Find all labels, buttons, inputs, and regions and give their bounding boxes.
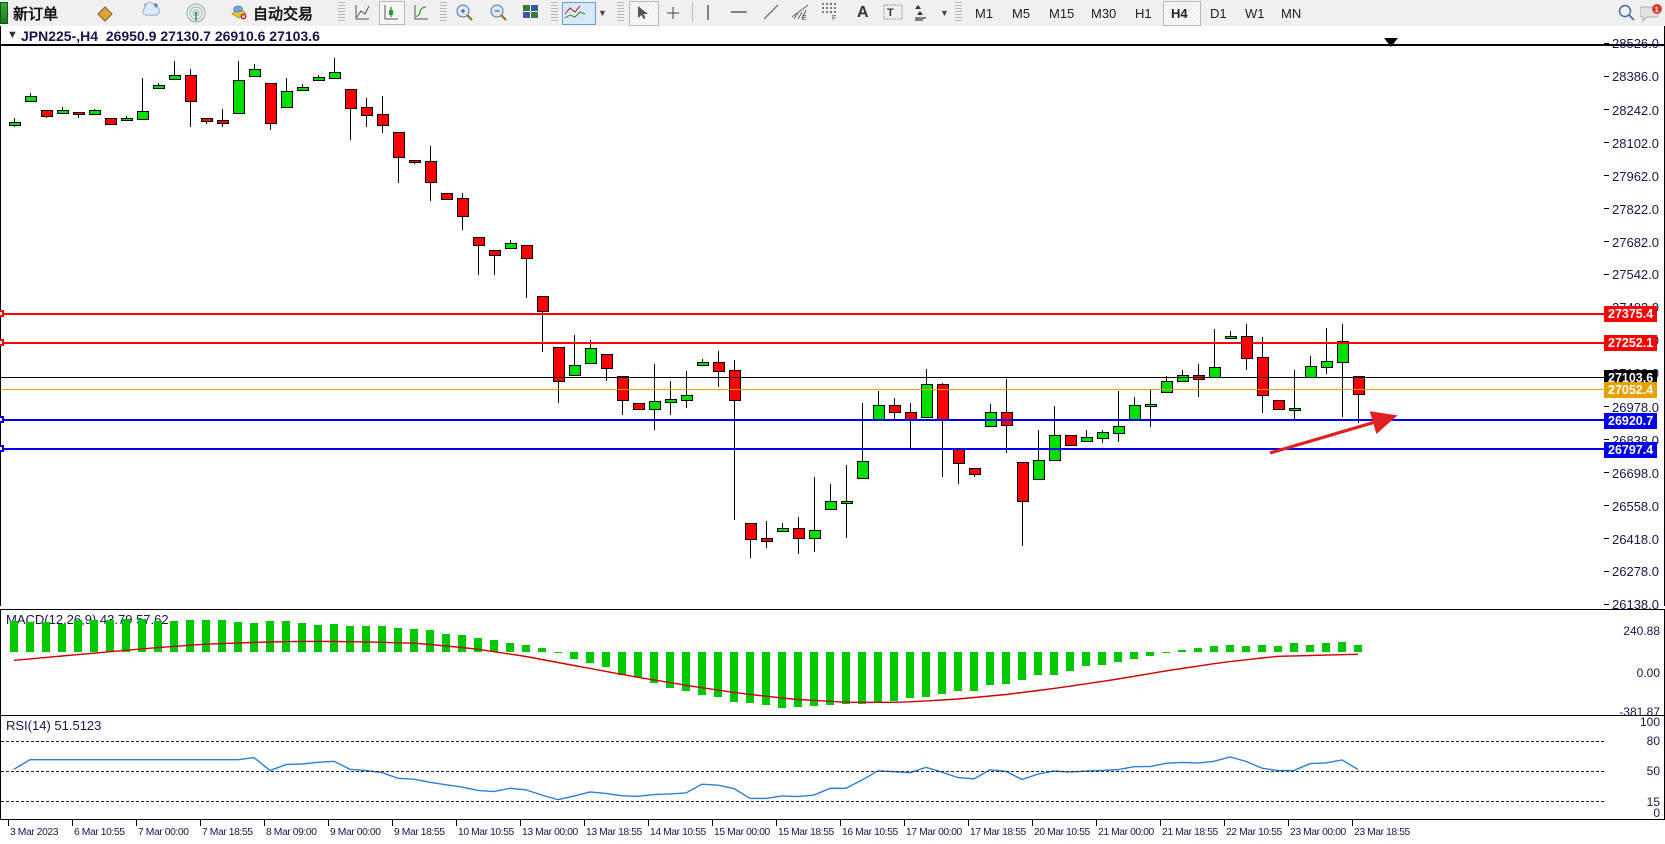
svg-text:T: T [887,7,894,19]
svg-text:E: E [802,15,807,21]
svg-text:1: 1 [1655,5,1659,14]
svg-text:F: F [832,15,836,21]
